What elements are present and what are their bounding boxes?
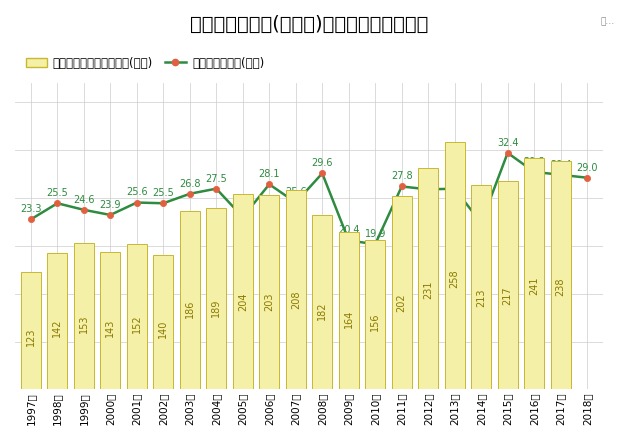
Text: 29.0: 29.0	[577, 163, 598, 172]
Text: 142: 142	[53, 319, 62, 337]
Text: 123: 123	[26, 327, 36, 346]
Bar	[472, 185, 491, 389]
Bar	[21, 271, 41, 389]
Text: 208: 208	[290, 290, 301, 309]
Text: 204: 204	[238, 292, 248, 311]
Text: 25.5: 25.5	[153, 188, 174, 198]
Text: 25.6: 25.6	[126, 187, 148, 198]
Text: 153: 153	[79, 314, 89, 333]
Bar	[206, 208, 226, 389]
Text: 20.4: 20.4	[338, 225, 360, 235]
Bar	[48, 253, 67, 389]
Text: 241: 241	[529, 276, 539, 295]
Text: 186: 186	[185, 300, 195, 319]
Bar	[260, 195, 279, 389]
Text: 25.6: 25.6	[285, 187, 307, 198]
Bar	[180, 211, 200, 389]
Text: 231: 231	[423, 281, 433, 299]
Bar	[74, 243, 94, 389]
Bar	[312, 215, 332, 389]
Bar	[445, 142, 465, 389]
Bar	[127, 244, 146, 389]
Text: 143: 143	[105, 319, 116, 337]
Bar	[339, 232, 358, 389]
Text: 26.8: 26.8	[179, 179, 201, 189]
Text: 152: 152	[132, 315, 142, 333]
Bar	[233, 194, 253, 389]
Legend: 参加人口当たりの貸玉料(右軸), 年間平均活動数(左軸): 参加人口当たりの貸玉料(右軸), 年間平均活動数(左軸)	[21, 52, 269, 74]
Text: 156: 156	[370, 313, 380, 331]
Bar	[365, 240, 385, 389]
Text: 23.3: 23.3	[20, 204, 41, 214]
Text: 182: 182	[317, 302, 328, 320]
Text: 217: 217	[502, 286, 513, 305]
Text: 32.4: 32.4	[497, 138, 519, 148]
Text: 203: 203	[265, 293, 274, 311]
Bar	[418, 168, 438, 389]
Text: 23.9: 23.9	[99, 200, 121, 210]
Text: 出…: 出…	[601, 18, 615, 26]
Text: 27.5: 27.5	[444, 173, 465, 183]
Bar	[497, 181, 518, 389]
Text: 28.1: 28.1	[258, 169, 280, 179]
Text: 23.6: 23.6	[232, 202, 253, 212]
Text: 29.8: 29.8	[523, 157, 545, 167]
Text: 19.9: 19.9	[365, 229, 386, 239]
Bar	[551, 161, 570, 389]
Text: 22.8: 22.8	[470, 208, 492, 218]
Text: 164: 164	[344, 310, 353, 328]
Text: 213: 213	[476, 288, 486, 307]
Text: 29.6: 29.6	[311, 158, 333, 168]
Text: 24.6: 24.6	[73, 195, 95, 205]
Bar	[286, 190, 306, 389]
Text: 27.4: 27.4	[417, 174, 439, 184]
Bar	[524, 158, 544, 389]
Text: 189: 189	[211, 299, 221, 317]
Bar	[100, 253, 121, 389]
Bar	[153, 255, 173, 389]
Text: 27.8: 27.8	[391, 171, 413, 181]
Bar	[392, 196, 412, 389]
Text: 27.5: 27.5	[205, 173, 227, 183]
Text: 29.4: 29.4	[550, 160, 572, 170]
Text: 238: 238	[556, 278, 565, 296]
Text: 202: 202	[397, 293, 407, 312]
Text: 25.5: 25.5	[46, 188, 68, 198]
Text: 140: 140	[158, 320, 168, 338]
Text: 258: 258	[450, 269, 460, 287]
Title: パチンコ売上額(貸玉料)と参加人口の年推移: パチンコ売上額(貸玉料)と参加人口の年推移	[190, 15, 428, 34]
